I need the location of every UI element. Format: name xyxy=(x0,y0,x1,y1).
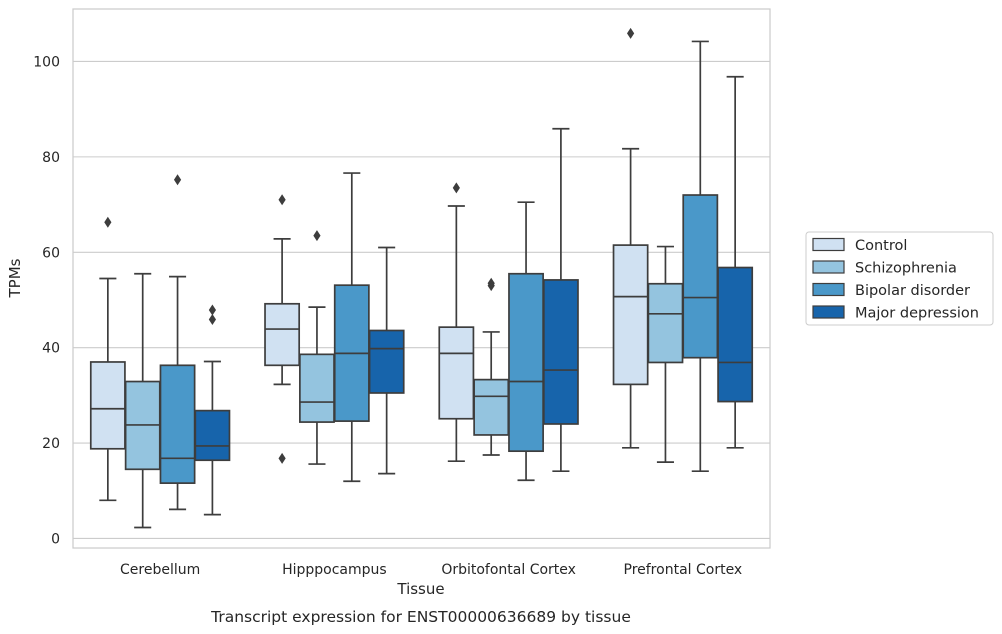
box-1-0 xyxy=(264,194,301,464)
iqr-box xyxy=(682,194,719,359)
iqr-box xyxy=(647,282,684,364)
outlier-point xyxy=(208,304,216,316)
box-groups xyxy=(89,27,754,529)
legend-frame xyxy=(805,231,994,326)
iqr-box xyxy=(542,279,579,425)
iqr-box xyxy=(438,326,475,420)
box-3-2 xyxy=(682,40,719,473)
iqr-box xyxy=(717,266,754,403)
outlier-point xyxy=(487,277,495,289)
iqr-box xyxy=(473,378,510,436)
y-tick-label: 0 xyxy=(51,531,60,547)
legend-swatch xyxy=(812,260,845,274)
box-0-0 xyxy=(89,216,126,502)
iqr-box xyxy=(612,244,649,386)
outlier-point xyxy=(627,27,635,39)
iqr-box xyxy=(368,329,405,394)
box-1-1 xyxy=(299,230,335,465)
box-3-1 xyxy=(647,245,684,463)
outlier-point xyxy=(278,194,286,206)
legend-label: Schizophrenia xyxy=(855,261,957,277)
legend-label: Major depression xyxy=(855,306,979,322)
x-tick-label: Prefrontal Cortex xyxy=(624,562,743,578)
iqr-box xyxy=(194,409,231,462)
x-tick-label: Cerebellum xyxy=(120,562,200,578)
iqr-box xyxy=(264,302,301,367)
box-0-3 xyxy=(194,304,231,516)
x-tick-label: Orbitofontal Cortex xyxy=(441,562,576,578)
outlier-point xyxy=(452,182,460,194)
box-2-1 xyxy=(473,277,510,456)
outlier-point xyxy=(208,314,216,326)
y-tick-label: 40 xyxy=(42,341,60,357)
y-tick-label: 60 xyxy=(42,245,60,261)
iqr-box xyxy=(159,364,196,484)
x-tick-label: Hipppocampus xyxy=(282,562,387,578)
outlier-point xyxy=(278,452,286,464)
outlier-point xyxy=(173,174,182,186)
y-axis-label: TPMs xyxy=(6,258,24,298)
iqr-box xyxy=(89,361,126,450)
x-tick-labels: Cerebellum Hipppocampus Orbitofontal Corte… xyxy=(120,562,742,578)
y-tick-label: 100 xyxy=(33,54,60,70)
legend: Control Schizophrenia Bipolar disorder Majo… xyxy=(805,231,994,326)
legend-label: Bipolar disorder xyxy=(855,283,970,299)
box-2-3 xyxy=(542,127,579,473)
box-3-3 xyxy=(717,75,754,449)
box-2-0 xyxy=(438,182,475,463)
legend-swatch xyxy=(812,305,845,319)
box-2-2 xyxy=(508,201,544,482)
x-axis-label: Tissue xyxy=(396,580,444,598)
outlier-point xyxy=(104,216,112,228)
y-tick-label: 20 xyxy=(42,436,60,452)
box-0-2 xyxy=(159,174,196,511)
y-tick-labels: 0 20 40 60 80 100 xyxy=(33,54,60,547)
legend-label: Control xyxy=(855,238,907,254)
box-1-3 xyxy=(368,246,405,475)
iqr-box xyxy=(299,353,335,423)
legend-swatch xyxy=(812,282,845,297)
iqr-box xyxy=(508,272,544,453)
box-1-2 xyxy=(333,172,370,483)
outlier-point xyxy=(313,230,321,242)
legend-swatch xyxy=(812,237,845,252)
chart-caption: Transcript expression for ENST0000063668… xyxy=(210,608,631,626)
y-tick-label: 80 xyxy=(42,150,60,166)
